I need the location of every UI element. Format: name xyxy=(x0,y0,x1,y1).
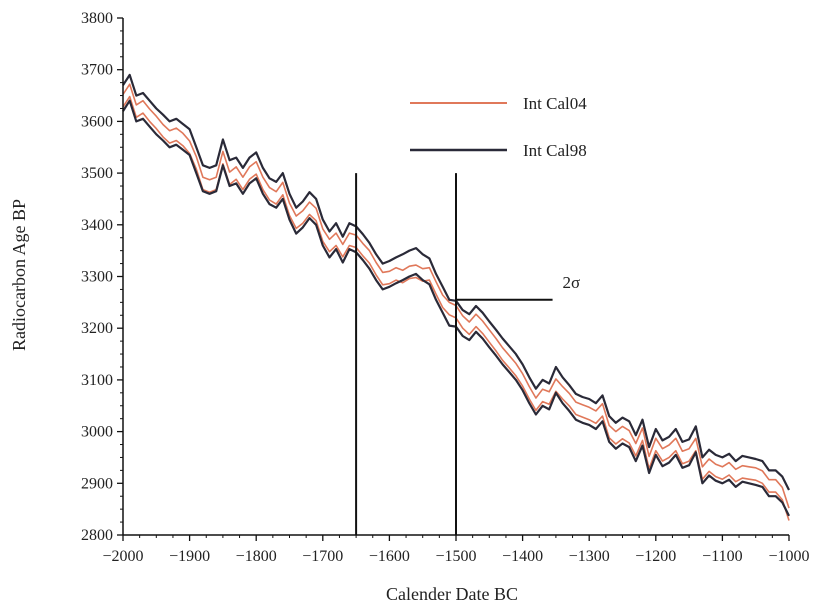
legend-label-1: Int Cal98 xyxy=(523,141,587,160)
x-tick-label: −1400 xyxy=(502,548,543,565)
y-tick-label: 3600 xyxy=(81,113,113,130)
x-tick-label: −1000 xyxy=(768,548,809,565)
y-tick-label: 3500 xyxy=(81,165,113,182)
y-tick-label: 2800 xyxy=(81,527,113,544)
reference-lines xyxy=(355,173,553,535)
y-tick-label: 3300 xyxy=(81,269,113,286)
y-tick-label: 3700 xyxy=(81,62,113,79)
x-tick-label: −1900 xyxy=(169,548,210,565)
legend-label-0: Int Cal04 xyxy=(523,94,587,113)
x-tick-label: −2000 xyxy=(102,548,143,565)
x-tick-label: −1700 xyxy=(302,548,343,565)
y-tick-label: 3200 xyxy=(81,320,113,337)
x-tick-label: −1800 xyxy=(236,548,277,565)
axes: 2800 2900 3000 3100 3200 3300 3400 3500 3600 3700… xyxy=(81,10,810,565)
x-tick-label: −1500 xyxy=(435,548,476,565)
x-tick-label: −1200 xyxy=(635,548,676,565)
x-axis-title: Calender Date BC xyxy=(386,584,518,604)
y-tick-label: 2900 xyxy=(81,475,113,492)
y-axis-title: Radiocarbon Age BP xyxy=(9,199,29,351)
annotations: 2σ xyxy=(563,273,581,292)
y-tick-label: 3000 xyxy=(81,424,113,441)
y-tick-label: 3800 xyxy=(81,10,113,27)
y-tick-label: 3400 xyxy=(81,217,113,234)
y-tick-label: 3100 xyxy=(81,372,113,389)
x-tick-label: −1100 xyxy=(702,548,742,565)
x-tick-label: −1600 xyxy=(369,548,410,565)
legend: Int Cal04 Int Cal98 xyxy=(410,94,587,160)
x-tick-label: −1300 xyxy=(569,548,610,565)
annotation-0: 2σ xyxy=(563,273,581,292)
